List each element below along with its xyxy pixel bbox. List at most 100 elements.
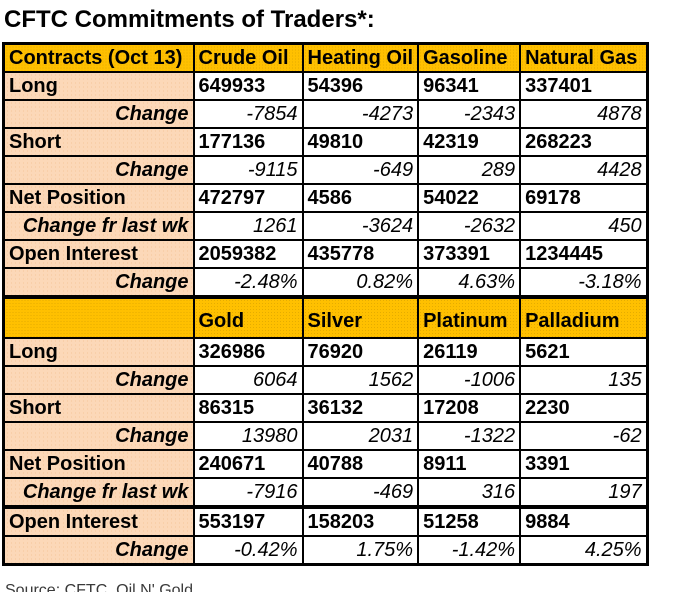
- row-label: Change: [2, 535, 195, 566]
- row-label: Long: [2, 71, 195, 101]
- data-cell-net: 8911: [417, 449, 522, 479]
- data-cell: 2059382: [192, 239, 304, 269]
- column-header-gasoline: Gasoline: [417, 42, 522, 73]
- table-row: Open Interest 2059382 435778 373391 1234…: [2, 239, 649, 269]
- table-row: Change -2.48% 0.82% 4.63% -3.18%: [2, 267, 649, 298]
- data-cell: 51258: [417, 505, 522, 537]
- row-label: Change fr last wk: [2, 211, 195, 241]
- row-label: Long: [2, 337, 195, 367]
- data-cell: 2230: [519, 393, 649, 423]
- data-cell: 1261: [192, 211, 304, 241]
- data-cell: 316: [417, 477, 522, 508]
- column-header-palladium: Palladium: [519, 295, 649, 339]
- data-cell: 4428: [519, 155, 649, 185]
- table-row: Short 177136 49810 42319 268223: [2, 127, 649, 157]
- data-cell: 197: [519, 477, 649, 508]
- column-header-gold: Gold: [192, 295, 304, 339]
- table-row: Open Interest 553197 158203 51258 9884: [2, 505, 649, 537]
- data-cell: 649933: [192, 71, 304, 101]
- data-cell: 76920: [301, 337, 420, 367]
- data-cell-net: 40788: [301, 449, 420, 479]
- data-cell: 289: [417, 155, 522, 185]
- energy-section: Contracts (Oct 13) Crude Oil Heating Oil…: [2, 42, 649, 298]
- row-label: Open Interest: [2, 239, 195, 269]
- table-row: Change -9115 -649 289 4428: [2, 155, 649, 185]
- data-cell: 326986: [192, 337, 304, 367]
- data-cell: 9884: [519, 505, 649, 537]
- cot-table: Contracts (Oct 13) Crude Oil Heating Oil…: [2, 42, 649, 566]
- data-cell: -62: [519, 421, 649, 451]
- data-cell: 13980: [192, 421, 304, 451]
- row-label: Change: [2, 421, 195, 451]
- row-label: Change: [2, 365, 195, 395]
- column-header-platinum: Platinum: [417, 295, 522, 339]
- data-cell-net: 3391: [519, 449, 649, 479]
- data-cell-net: 4586: [301, 183, 420, 213]
- data-cell: 4.25%: [519, 535, 649, 566]
- data-cell: 337401: [519, 71, 649, 101]
- data-cell: -9115: [192, 155, 304, 185]
- data-cell: 1.75%: [301, 535, 420, 566]
- data-cell-net: 54022: [417, 183, 522, 213]
- table-row: Change -7854 -4273 -2343 4878: [2, 99, 649, 129]
- data-cell: -2632: [417, 211, 522, 241]
- data-cell: 373391: [417, 239, 522, 269]
- table-row: Net Position 472797 4586 54022 69178: [2, 183, 649, 213]
- row-label: Short: [2, 127, 195, 157]
- data-cell: 450: [519, 211, 649, 241]
- row-label: Net Position: [2, 183, 195, 213]
- data-cell: 4878: [519, 99, 649, 129]
- table-row: Change 13980 2031 -1322 -62: [2, 421, 649, 451]
- data-cell: 1234445: [519, 239, 649, 269]
- data-cell: 135: [519, 365, 649, 395]
- data-cell-net: 240671: [192, 449, 304, 479]
- row-label: Open Interest: [2, 505, 195, 537]
- row-label: Change: [2, 267, 195, 298]
- data-cell: -7916: [192, 477, 304, 508]
- table-row: Change -0.42% 1.75% -1.42% 4.25%: [2, 535, 649, 566]
- row-label: Change: [2, 155, 195, 185]
- data-cell: 17208: [417, 393, 522, 423]
- data-cell-net: 69178: [519, 183, 649, 213]
- data-cell: 6064: [192, 365, 304, 395]
- header-row-energy: Contracts (Oct 13) Crude Oil Heating Oil…: [2, 42, 649, 73]
- column-header-crude-oil: Crude Oil: [192, 42, 304, 73]
- table-row: Change fr last wk 1261 -3624 -2632 450: [2, 211, 649, 241]
- data-cell: -1322: [417, 421, 522, 451]
- data-cell: 54396: [301, 71, 420, 101]
- data-cell: 158203: [301, 505, 420, 537]
- header-row-metals: Gold Silver Platinum Palladium: [2, 295, 649, 339]
- section-header-label: Contracts (Oct 13): [2, 42, 195, 73]
- column-header-heating-oil: Heating Oil: [301, 42, 420, 73]
- data-cell: 5621: [519, 337, 649, 367]
- data-cell: -0.42%: [192, 535, 304, 566]
- data-cell: -4273: [301, 99, 420, 129]
- row-label: Change: [2, 99, 195, 129]
- data-cell: 49810: [301, 127, 420, 157]
- table-row: Long 326986 76920 26119 5621: [2, 337, 649, 367]
- data-cell: -2.48%: [192, 267, 304, 298]
- source-text: Source: CFTC, Oil N' Gold: [5, 582, 193, 592]
- table-row: Change fr last wk -7916 -469 316 197: [2, 477, 649, 508]
- data-cell: 268223: [519, 127, 649, 157]
- table-row: Short 86315 36132 17208 2230: [2, 393, 649, 423]
- row-label: Short: [2, 393, 195, 423]
- data-cell: 42319: [417, 127, 522, 157]
- data-cell: -3624: [301, 211, 420, 241]
- data-cell: 96341: [417, 71, 522, 101]
- data-cell: 0.82%: [301, 267, 420, 298]
- data-cell: 435778: [301, 239, 420, 269]
- metals-section: Gold Silver Platinum Palladium Long 3269…: [2, 295, 649, 566]
- table-row: Net Position 240671 40788 8911 3391: [2, 449, 649, 479]
- data-cell: -2343: [417, 99, 522, 129]
- data-cell: 553197: [192, 505, 304, 537]
- data-cell: -649: [301, 155, 420, 185]
- data-cell: -7854: [192, 99, 304, 129]
- data-cell: -1.42%: [417, 535, 522, 566]
- data-cell: 177136: [192, 127, 304, 157]
- data-cell: 1562: [301, 365, 420, 395]
- data-cell-net: 472797: [192, 183, 304, 213]
- row-label: Change fr last wk: [2, 477, 195, 508]
- row-label: Net Position: [2, 449, 195, 479]
- data-cell: 2031: [301, 421, 420, 451]
